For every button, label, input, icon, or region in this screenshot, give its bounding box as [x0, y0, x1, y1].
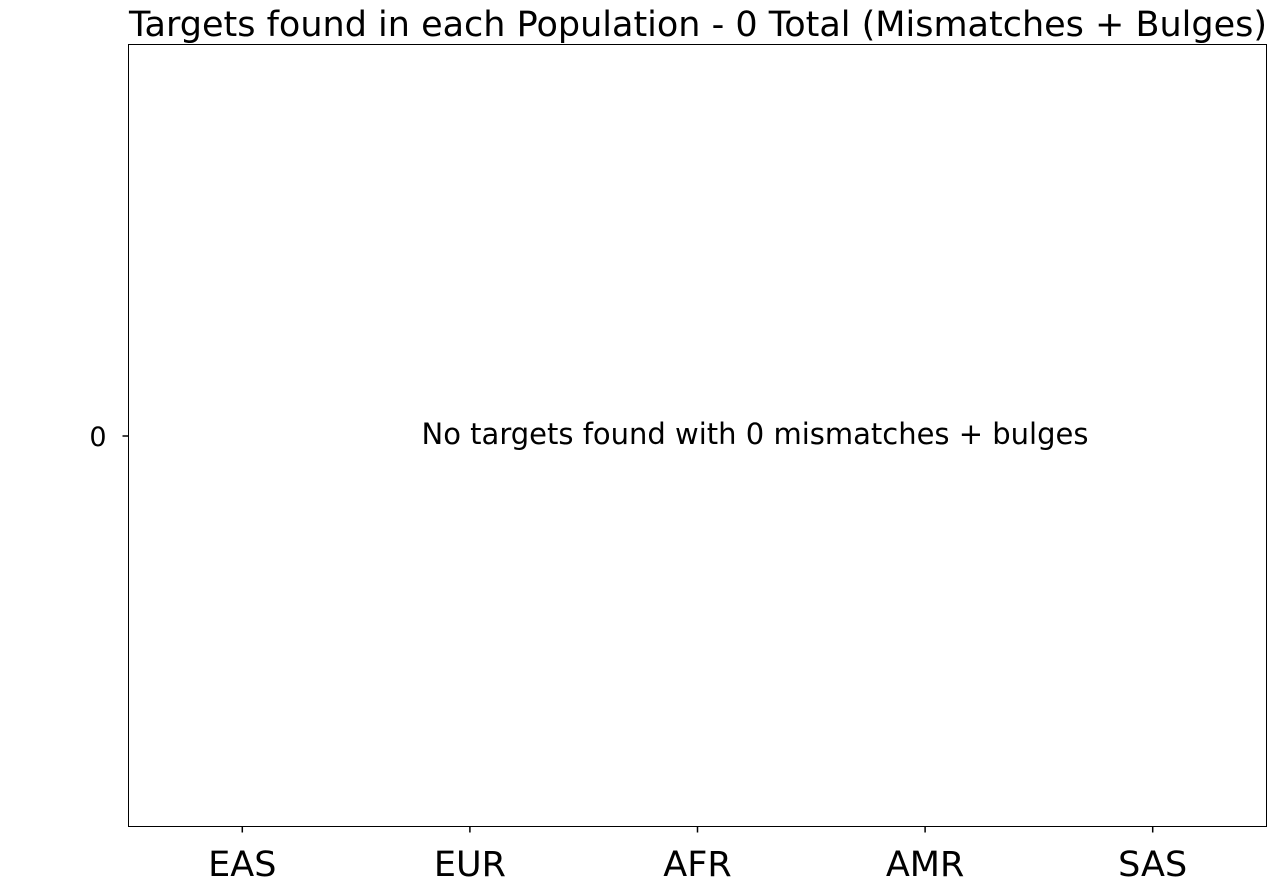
plot-area [128, 44, 1267, 827]
y-tick-label: 0 [89, 422, 106, 453]
chart-title: Targets found in each Population - 0 Tot… [128, 5, 1267, 45]
x-tick-label: SAS [1118, 845, 1187, 880]
x-tick-label: AMR [886, 845, 964, 880]
x-tick-label: AFR [663, 845, 731, 880]
x-tick-label: EUR [434, 845, 506, 880]
no-data-annotation: No targets found with 0 mismatches + bul… [422, 417, 1089, 451]
x-tick-label: EAS [208, 845, 276, 880]
x-axis-ticks: EAS EUR AFR AMR SAS [208, 826, 1187, 880]
y-axis-ticks: 0 [89, 422, 129, 453]
